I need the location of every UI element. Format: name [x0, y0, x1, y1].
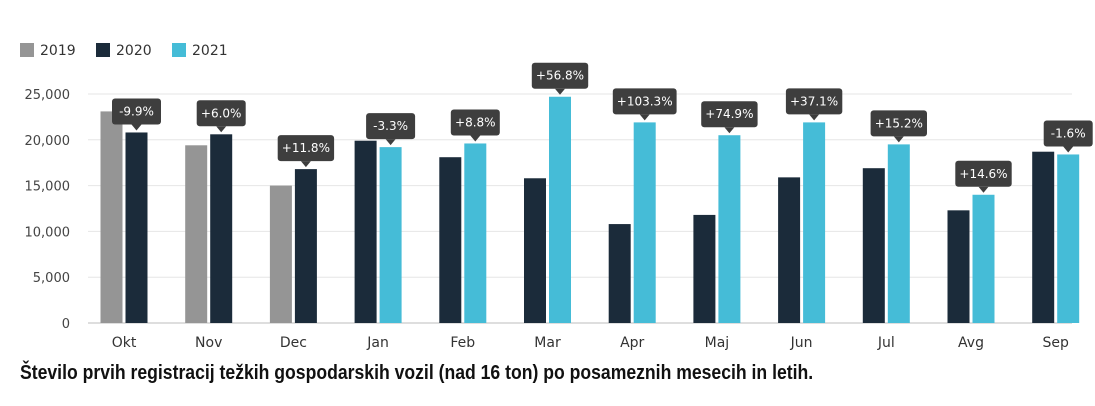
x-tick-label: Feb	[450, 335, 475, 351]
bar-2020-sep	[1032, 151, 1055, 323]
legend-label-2019: 2019	[40, 43, 76, 59]
change-callout-label: +11.8%	[282, 141, 330, 155]
y-tick-label: 20,000	[25, 134, 71, 149]
bar-2021-maj	[718, 135, 741, 323]
change-callout-pointer	[1063, 146, 1074, 153]
change-callout-label: -3.3%	[373, 119, 408, 133]
y-tick-label: 0	[62, 317, 70, 332]
change-callout-label: -9.9%	[119, 104, 154, 118]
change-callout-box	[955, 160, 1012, 187]
bar-2020-jul	[862, 168, 885, 323]
change-callout-box	[450, 109, 500, 136]
x-tick-label: Mar	[534, 335, 561, 351]
y-tick-label: 5,000	[33, 271, 70, 286]
bar-2021-avg	[972, 194, 995, 323]
x-tick-label: Avg	[958, 335, 984, 351]
change-callout-pointer	[300, 161, 311, 168]
bar-2020-dec	[294, 169, 317, 323]
bar-2020-maj	[693, 214, 716, 323]
bar-2020-feb	[439, 157, 462, 323]
change-callout-box	[612, 88, 677, 115]
bar-2021-jul	[887, 144, 910, 323]
bar-2020-nov	[210, 134, 233, 323]
change-callout-pointer	[893, 136, 904, 143]
change-callout-label: -1.6%	[1051, 126, 1086, 140]
y-tick-label: 25,000	[25, 88, 71, 103]
change-callout-label: +56.8%	[536, 69, 584, 83]
bar-2021-sep	[1057, 154, 1080, 323]
x-tick-label: Jun	[790, 335, 813, 351]
x-tick-label: Jan	[366, 335, 389, 351]
change-callout-pointer	[216, 126, 227, 133]
change-callout-label: +103.3%	[617, 94, 673, 108]
bar-2020-apr	[608, 224, 631, 323]
bar-2019-nov	[185, 145, 208, 323]
figure-caption: Število prvih registracij težkih gospoda…	[20, 362, 814, 384]
legend-swatch-2019	[20, 43, 34, 57]
legend-swatch-2020	[96, 43, 110, 57]
change-callout-pointer	[724, 127, 735, 134]
bar-2021-jun	[803, 122, 826, 323]
change-callout-label: +74.9%	[705, 107, 753, 121]
change-callout-box	[112, 98, 161, 125]
x-tick-label: Nov	[195, 335, 222, 351]
x-tick-label: Apr	[620, 335, 644, 351]
change-callout-pointer	[809, 114, 820, 121]
change-callout-label: +8.8%	[455, 115, 496, 129]
change-callout-pointer	[470, 135, 481, 142]
change-callout-label: +15.2%	[875, 116, 923, 130]
bar-2020-avg	[947, 210, 970, 323]
change-callout-label: +37.1%	[790, 94, 838, 108]
change-callout-box	[785, 88, 843, 115]
bar-2020-jan	[354, 140, 377, 323]
bar-2020-jun	[778, 177, 801, 323]
change-callout-box	[531, 62, 589, 89]
bar-2021-mar	[549, 96, 571, 323]
x-tick-label: Maj	[705, 335, 730, 351]
legend-label-2021: 2021	[192, 43, 228, 59]
x-tick-label: Okt	[112, 335, 137, 351]
legend-swatch-2021	[172, 43, 186, 57]
change-callout-box	[1043, 120, 1093, 147]
x-tick-label: Sep	[1043, 335, 1070, 351]
bar-2019-dec	[269, 185, 292, 323]
bar-chart: 0 5,000 10,000 15,000 20,000 25,000 Okt -9.9% No…	[20, 43, 1093, 351]
change-callout-pointer	[639, 114, 650, 121]
change-callout-pointer	[555, 88, 565, 95]
change-callout-box	[366, 113, 416, 140]
change-callout-pointer	[385, 139, 396, 146]
x-tick-label: Jul	[877, 335, 895, 351]
bar-2021-jan	[379, 147, 402, 323]
bar-2020-okt	[125, 132, 148, 323]
change-callout-box	[701, 101, 758, 128]
bar-2020-mar	[524, 178, 546, 323]
change-callout-label: +14.6%	[959, 167, 1007, 181]
change-callout-box	[277, 135, 335, 162]
y-tick-label: 15,000	[25, 180, 71, 195]
change-callout-pointer	[978, 186, 989, 193]
bar-2021-apr	[633, 122, 656, 323]
legend-label-2020: 2020	[116, 43, 152, 59]
change-callout-box	[870, 110, 927, 137]
x-tick-label: Dec	[280, 335, 307, 351]
change-callout-box	[196, 100, 246, 127]
bar-2021-feb	[464, 143, 487, 323]
bar-2019-okt	[100, 111, 123, 324]
change-callout-pointer	[131, 124, 142, 131]
y-tick-label: 10,000	[25, 225, 71, 240]
change-callout-label: +6.0%	[201, 106, 242, 120]
